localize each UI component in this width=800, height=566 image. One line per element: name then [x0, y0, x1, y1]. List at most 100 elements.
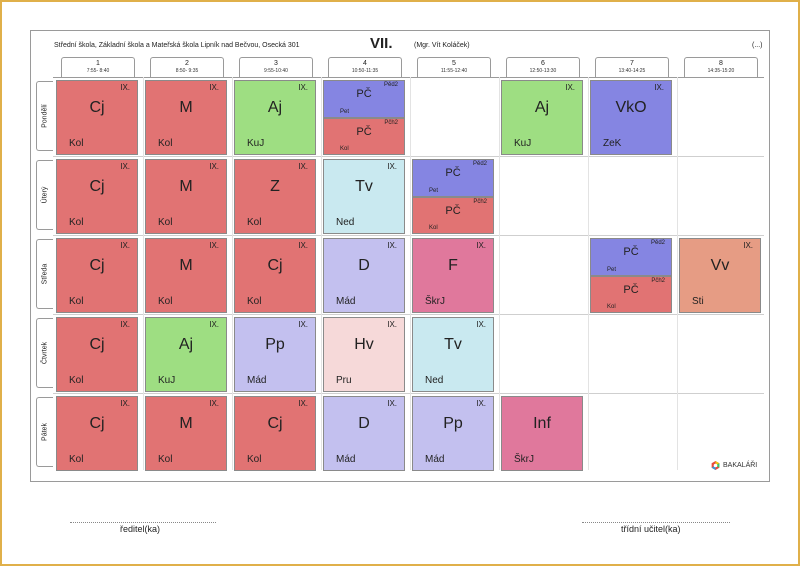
period-header: 3 9:55-10:40: [239, 57, 313, 77]
lesson-subject: M: [179, 99, 193, 116]
day-label-4: Čtvrtek: [36, 318, 53, 388]
lesson-cell-half[interactable]: Pěd2 PČ Pet: [590, 238, 672, 276]
column-divider: [410, 77, 411, 470]
lesson-cell[interactable]: IX. M Kol: [145, 396, 227, 471]
lesson-subject: Cj: [267, 415, 283, 432]
period-number: 8: [719, 60, 723, 67]
lesson-cell[interactable]: IX. Cj Kol: [56, 317, 138, 392]
lesson-cell[interactable]: IX. Aj KuJ: [501, 80, 583, 155]
lesson-teacher: Kol: [69, 138, 84, 149]
lesson-class: IX.: [476, 399, 486, 408]
lesson-teacher: ŠkrJ: [514, 454, 534, 465]
period-time: 11:55-12:40: [440, 68, 468, 74]
lesson-subject: Cj: [89, 178, 105, 195]
period-time: 10:50-11:35: [351, 68, 379, 74]
lesson-cell[interactable]: IX. Aj KuJ: [234, 80, 316, 155]
period-header: 7 13:40-14:25: [595, 57, 669, 77]
signature-label-right: třídní učitel(ka): [621, 524, 681, 534]
day-name: Pátek: [41, 423, 49, 441]
period-time: 12:50-13:30: [529, 68, 557, 74]
lesson-group: Pěd2: [383, 82, 398, 88]
lesson-cell[interactable]: IX. D Mád: [323, 396, 405, 471]
lesson-class: IX.: [120, 399, 130, 408]
lesson-subject: D: [358, 257, 370, 274]
bakalari-logo-icon: [711, 461, 720, 470]
period-number: 4: [363, 60, 367, 67]
lesson-class: IX.: [209, 241, 219, 250]
lesson-cell[interactable]: IX. Z Kol: [234, 159, 316, 234]
lesson-cell[interactable]: IX. Cj Kol: [56, 159, 138, 234]
lesson-subject: M: [179, 415, 193, 432]
lesson-cell[interactable]: IX. Cj Kol: [234, 238, 316, 313]
period-number: 2: [185, 60, 189, 67]
lesson-cell-half[interactable]: Pěd2 PČ Pet: [412, 159, 494, 197]
lesson-teacher: Pru: [336, 375, 352, 386]
lesson-cell[interactable]: IX. M Kol: [145, 80, 227, 155]
lesson-subject: PČ: [623, 284, 639, 296]
lesson-cell[interactable]: IX. Cj Kol: [56, 238, 138, 313]
day-name: Čtvrtek: [41, 341, 49, 365]
lesson-group: Pěd2: [650, 240, 665, 246]
lesson-teacher: Kol: [158, 138, 173, 149]
lesson-subject: PČ: [445, 205, 461, 217]
lesson-teacher: Kol: [247, 217, 262, 228]
lesson-class: IX.: [654, 83, 664, 92]
lesson-subject: Pp: [443, 415, 463, 432]
lesson-class: IX.: [387, 399, 397, 408]
lesson-subject: Tv: [444, 336, 462, 353]
lesson-cell[interactable]: IX. VkO ZeK: [590, 80, 672, 155]
lesson-class: IX.: [387, 320, 397, 329]
lesson-teacher: Mád: [247, 375, 267, 386]
lesson-cell[interactable]: IX. Cj Kol: [56, 396, 138, 471]
lesson-class: IX.: [298, 399, 308, 408]
lesson-teacher: Kol: [340, 146, 349, 152]
signature-line-right: [582, 522, 730, 523]
lesson-cell[interactable]: IX. M Kol: [145, 238, 227, 313]
period-number: 3: [274, 60, 278, 67]
lesson-cell-half[interactable]: Pěd2 PČ Pet: [323, 80, 405, 118]
lesson-subject: M: [179, 257, 193, 274]
lesson-cell[interactable]: IX. Pp Mád: [412, 396, 494, 471]
lesson-cell[interactable]: IX. Pp Mád: [234, 317, 316, 392]
lesson-teacher: Pet: [607, 267, 617, 273]
lesson-cell-half[interactable]: Pčh2 PČ Kol: [590, 276, 672, 313]
lesson-cell[interactable]: IX. Cj Kol: [56, 80, 138, 155]
lesson-teacher: Kol: [247, 296, 262, 307]
lesson-cell[interactable]: Inf ŠkrJ: [501, 396, 583, 471]
lesson-subject: Aj: [178, 336, 194, 353]
lesson-subject: Cj: [267, 257, 283, 274]
lesson-subject: VkO: [615, 99, 647, 116]
lesson-subject: PČ: [623, 246, 639, 258]
lesson-cell[interactable]: IX. Tv Ned: [323, 159, 405, 234]
lesson-subject: Cj: [89, 336, 105, 353]
lesson-cell[interactable]: IX. Aj KuJ: [145, 317, 227, 392]
day-label-1: Pondělí: [36, 81, 53, 151]
period-header: 5 11:55-12:40: [417, 57, 491, 77]
lesson-cell[interactable]: IX. M Kol: [145, 159, 227, 234]
lesson-teacher: Mád: [336, 296, 356, 307]
column-divider: [143, 77, 144, 470]
lesson-cell[interactable]: IX. Cj Kol: [234, 396, 316, 471]
class-title: VII.: [370, 35, 393, 52]
lesson-group: Pčh2: [384, 120, 398, 126]
lesson-subject: PČ: [445, 167, 461, 179]
class-teacher: (Mgr. Vít Koláček): [414, 42, 470, 49]
lesson-cell[interactable]: IX. F ŠkrJ: [412, 238, 494, 313]
lesson-cell[interactable]: IX. D Mád: [323, 238, 405, 313]
lesson-cell-half[interactable]: Pčh2 PČ Kol: [323, 118, 405, 155]
row-divider: [53, 235, 764, 236]
lesson-teacher: Kol: [158, 454, 173, 465]
lesson-teacher: KuJ: [158, 375, 176, 386]
lesson-subject: D: [358, 415, 370, 432]
lesson-cell[interactable]: IX. Hv Pru: [323, 317, 405, 392]
lesson-cell-half[interactable]: Pčh2 PČ Kol: [412, 197, 494, 234]
lesson-cell[interactable]: IX. Tv Ned: [412, 317, 494, 392]
lesson-subject: Tv: [355, 178, 373, 195]
lesson-group: Pčh2: [651, 278, 665, 284]
lesson-teacher: Kol: [158, 296, 173, 307]
lesson-subject: Hv: [354, 336, 374, 353]
column-divider: [588, 77, 589, 470]
lesson-subject: M: [179, 178, 193, 195]
lesson-cell[interactable]: IX. Vv Sti: [679, 238, 761, 313]
